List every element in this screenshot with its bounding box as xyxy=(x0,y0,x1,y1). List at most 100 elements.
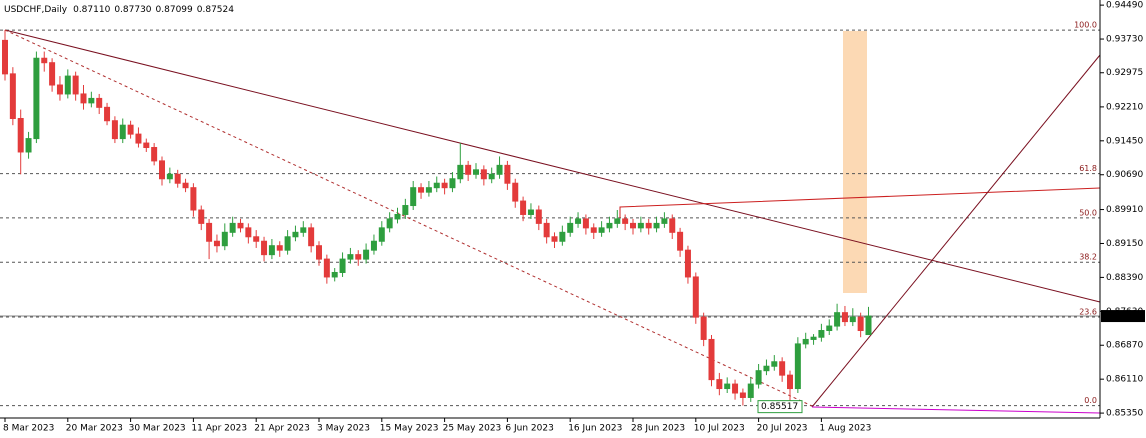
low-label-box xyxy=(757,400,803,414)
y-tick-label: 0.92210 xyxy=(1106,102,1143,112)
candle-body xyxy=(135,133,142,144)
candle-body xyxy=(151,147,158,162)
fib-level-label: 100.0 xyxy=(1074,21,1097,30)
candle-body xyxy=(378,227,385,242)
highlight-zone xyxy=(843,31,867,293)
candle-body xyxy=(386,218,393,229)
candle-body xyxy=(598,227,605,233)
y-tick-label: 0.86110 xyxy=(1106,375,1143,385)
candle-body xyxy=(418,187,425,193)
candle-body xyxy=(826,325,833,332)
candle-body xyxy=(64,75,71,95)
candle-body xyxy=(692,276,699,318)
y-tick-label: 0.86870 xyxy=(1106,341,1143,351)
close-label: 0.87524 xyxy=(197,5,234,15)
candle-body xyxy=(221,231,228,247)
candle-body xyxy=(473,169,479,175)
candle-body xyxy=(300,227,307,233)
symbol: USDCHF,Daily xyxy=(4,5,68,15)
high-label: 0.87730 xyxy=(114,5,151,15)
trend-line xyxy=(811,406,1101,414)
candle-body xyxy=(590,227,597,233)
candle-body xyxy=(174,173,181,184)
candle-body xyxy=(166,173,173,180)
candle-body xyxy=(739,392,746,398)
candle-body xyxy=(284,236,291,251)
fib-level-label: 23.6 xyxy=(1079,308,1097,317)
trend-line-dashed xyxy=(4,29,813,407)
x-tick-label: 8 Mar 2023 xyxy=(3,424,54,434)
candle-body xyxy=(198,209,205,224)
fib-level-label: 61.8 xyxy=(1079,164,1097,173)
candle-body xyxy=(119,124,126,140)
candle-body xyxy=(88,97,95,104)
candle-body xyxy=(865,315,872,336)
candle-body xyxy=(33,57,40,140)
candle-body xyxy=(535,209,542,224)
candle-body xyxy=(708,338,715,381)
x-tick-label: 20 Mar 2023 xyxy=(66,424,123,434)
candle-body xyxy=(457,164,464,180)
candle-body xyxy=(779,361,786,376)
candle-body xyxy=(410,187,417,207)
candle-body xyxy=(253,236,260,242)
fib-level-label: 50.0 xyxy=(1079,208,1097,217)
candle-body xyxy=(794,343,801,390)
candle-body xyxy=(143,142,150,149)
candle-body xyxy=(213,240,220,247)
candle-body xyxy=(763,365,770,372)
candle-body xyxy=(49,62,56,86)
y-tick-label: 0.92975 xyxy=(1106,68,1143,78)
candle-body xyxy=(449,178,456,189)
candle-body xyxy=(520,200,527,215)
candle-body xyxy=(72,75,79,95)
candle-body xyxy=(504,164,511,184)
candle-body xyxy=(80,93,87,104)
y-tick-label: 0.91450 xyxy=(1106,136,1143,146)
candle-body xyxy=(355,254,362,260)
candle-body xyxy=(512,182,519,202)
candle-body xyxy=(684,249,691,278)
candle-body xyxy=(17,117,24,153)
y-tick-label: 0.88390 xyxy=(1106,273,1143,283)
candle-body xyxy=(370,240,377,251)
candle-body xyxy=(810,336,817,340)
candle-body xyxy=(614,218,621,224)
candle-body xyxy=(527,209,534,215)
candle-body xyxy=(339,258,346,273)
trend-line xyxy=(619,187,1101,218)
y-tick-label: 0.90690 xyxy=(1106,170,1143,180)
y-tick-label: 0.94490 xyxy=(1106,1,1143,11)
candle-body xyxy=(857,316,864,332)
candle-body xyxy=(9,73,16,119)
x-tick-label: 11 Apr 2023 xyxy=(191,424,247,434)
candle-body xyxy=(834,312,841,327)
candle-body xyxy=(402,205,409,215)
x-tick-label: 1 Aug 2023 xyxy=(819,424,871,434)
candle-body xyxy=(630,222,636,229)
candle-body xyxy=(96,97,103,108)
candle-body xyxy=(582,218,589,229)
candle-body xyxy=(111,120,118,140)
candle-body xyxy=(841,312,848,323)
last-price-box xyxy=(1101,310,1145,323)
candle-body xyxy=(559,231,566,242)
x-tick-label: 15 May 2023 xyxy=(380,424,439,434)
x-tick-label: 16 Jun 2023 xyxy=(568,424,622,434)
candle-body xyxy=(488,173,495,180)
candle-body xyxy=(849,316,856,323)
x-tick-label: 25 May 2023 xyxy=(443,424,502,434)
chart-title: USDCHF,Daily 0.87110 0.87730 0.87099 0.87524 xyxy=(4,5,234,15)
x-tick-label: 21 Apr 2023 xyxy=(254,424,310,434)
candle-body xyxy=(190,187,197,211)
trend-line xyxy=(4,29,1101,303)
candle-body xyxy=(292,231,299,238)
candle-body xyxy=(276,245,283,251)
candle-body xyxy=(363,249,370,260)
candle-body xyxy=(465,164,472,175)
y-tick-label: 0.89910 xyxy=(1106,205,1143,215)
low-label: 0.85517 xyxy=(761,402,798,412)
candle-body xyxy=(606,222,613,229)
candle-body xyxy=(653,222,660,229)
